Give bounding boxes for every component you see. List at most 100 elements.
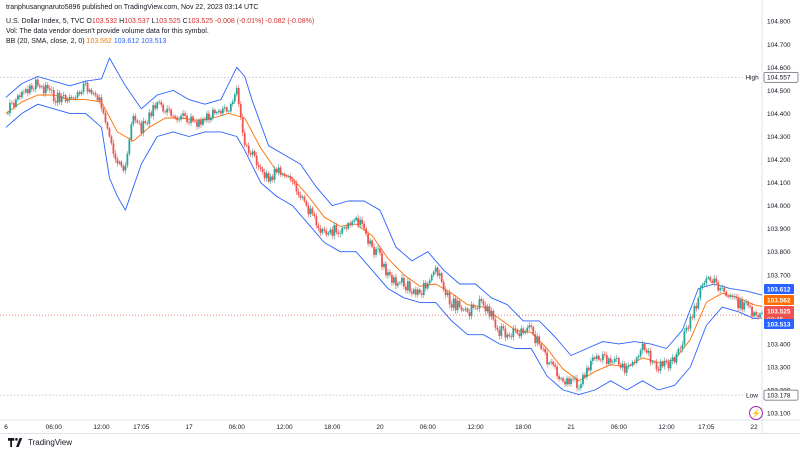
candle-body (56, 92, 59, 103)
candle-body (86, 82, 89, 92)
candle-body (649, 350, 652, 363)
candle-body (462, 309, 465, 311)
candle-body (217, 110, 220, 113)
candle-body (637, 356, 640, 358)
candle-body (241, 117, 244, 133)
candle-body (138, 122, 141, 124)
candle-body (570, 378, 572, 385)
candle-body (158, 102, 161, 103)
candle-body (359, 219, 362, 226)
candle-body (221, 108, 224, 114)
candle-body (170, 109, 173, 116)
candle-body (297, 191, 300, 195)
candle-body (70, 96, 73, 99)
candle-body (761, 312, 763, 314)
candle-body (357, 217, 360, 226)
candle-body (124, 165, 127, 171)
candle-body (661, 361, 664, 367)
candle-body (154, 105, 157, 109)
candle-body (578, 387, 580, 389)
candle-body (725, 291, 728, 296)
candle-body (279, 167, 282, 175)
candle-body (709, 277, 712, 281)
candle-body (434, 267, 437, 272)
candle-body (436, 267, 439, 276)
candle-body (281, 174, 284, 175)
candle-body (38, 85, 41, 88)
candle-body (625, 366, 628, 373)
candle-body (112, 143, 115, 154)
candle-body (695, 305, 698, 309)
price-chart[interactable]: 104.800 104.700 104.600 104.500 104.400 104.3… (0, 0, 800, 433)
candle-body (239, 104, 242, 118)
candle-body (102, 108, 105, 114)
candle-body (486, 306, 489, 312)
price-tag-label: 103.513 (767, 322, 791, 329)
y-tick-label: 104.200 (767, 157, 791, 164)
candle-body (72, 98, 75, 99)
candle-body (263, 171, 266, 179)
candle-body (639, 350, 642, 357)
candle-body (401, 277, 403, 283)
candle-body (404, 286, 407, 291)
x-tick-label: 06:00 (611, 424, 628, 431)
candle-body (566, 378, 568, 385)
candle-body (273, 169, 276, 180)
tradingview-brand[interactable]: TradingView (8, 438, 72, 447)
candle-body (524, 331, 527, 334)
candle-body (237, 87, 240, 105)
candle-body (361, 219, 364, 224)
x-tick-label: 6 (4, 424, 8, 431)
lightning-icon[interactable]: ⚡ (749, 406, 763, 420)
y-tick-label: 103.900 (767, 226, 791, 233)
candle-body (339, 233, 342, 234)
candle-body (442, 281, 445, 290)
candle-body (532, 326, 535, 335)
candle-body (261, 168, 264, 172)
low-label: Low (746, 393, 758, 400)
candle-body (719, 288, 722, 291)
candle-body (26, 89, 29, 94)
candle-body (408, 281, 411, 292)
candle-body (245, 144, 248, 146)
candle-body (180, 115, 182, 120)
candle-body (412, 289, 415, 294)
price-tag (764, 295, 794, 305)
candle-body (450, 304, 453, 308)
candle-body (747, 302, 749, 306)
bb-upper-value: 103.612 (113, 38, 140, 45)
x-tick-label: 12:00 (658, 424, 675, 431)
volume-legend[interactable]: Vol: The data vendor doesn't provide vol… (6, 28, 209, 35)
candle-body (96, 95, 99, 101)
y-tick-label: 104.100 (767, 180, 791, 187)
candle-body (580, 384, 582, 388)
candle-body (568, 378, 570, 385)
candle-body (178, 119, 180, 121)
candle-body (130, 124, 133, 140)
x-tick-label: 12:00 (93, 424, 110, 431)
candle-body (387, 272, 389, 276)
candle-body (621, 363, 624, 368)
candle-body (560, 378, 562, 380)
candle-body (347, 223, 350, 229)
candle-body (540, 344, 543, 349)
candle-body (309, 208, 312, 215)
candle-body (253, 151, 256, 156)
candle-body (84, 82, 87, 84)
candle-body (721, 287, 724, 289)
candle-body (126, 153, 129, 166)
candle-body (607, 358, 610, 364)
bb-legend[interactable]: BB (20, SMA, close, 2, 0) 103.562 103.61… (6, 37, 166, 46)
candle-body (186, 115, 188, 123)
candle-body (311, 208, 314, 214)
x-tick-label: 21 (567, 424, 575, 431)
candle-body (737, 297, 740, 309)
symbol-legend[interactable]: U.S. Dollar Index, 5, TVC O103.532 H103.… (6, 17, 314, 26)
candle-body (379, 248, 381, 254)
candle-body (645, 349, 648, 353)
candle-body (305, 201, 308, 206)
candle-body (717, 282, 720, 291)
candle-body (631, 361, 634, 366)
candle-body (160, 102, 163, 105)
candle-body (538, 336, 541, 345)
